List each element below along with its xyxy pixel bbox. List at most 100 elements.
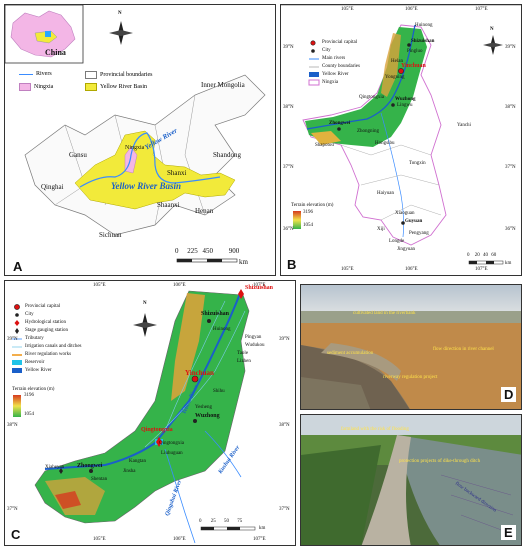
c-legend-hydro: Hydrological station	[25, 320, 66, 325]
b-shizuishan: Shizuishan	[411, 39, 435, 44]
panel-e-photo: farmland with the risk of flooding prote…	[300, 414, 522, 546]
panel-c-map	[12, 289, 256, 544]
c-jinsha: Jinsha	[123, 469, 136, 474]
yinchuan-marker-c	[191, 375, 199, 383]
c-lon-106-top: 106°E	[173, 283, 186, 288]
legend-provincial: Provincial boundaries	[85, 71, 153, 79]
panel-a: China N Rivers Provincial boundaries Nin…	[4, 4, 276, 276]
c-shizuishan-station: Shizuishan	[245, 285, 274, 291]
c-elevation-ramp	[13, 395, 21, 417]
b-elevation-high: 3196	[303, 210, 313, 215]
c-lon-107-top: 107°E	[253, 283, 266, 288]
b-haiyuan: Haiyuan	[377, 191, 394, 196]
irrigation-canal-1	[164, 300, 226, 432]
scale-ticks-a: 0 225 450 900	[175, 247, 240, 255]
legend-city-symbol	[311, 49, 315, 53]
b-zhongwei: Zhongwei	[329, 121, 351, 126]
c-shentan: Shentan	[91, 477, 108, 482]
c-lat-39-right: 39°N	[279, 337, 290, 342]
b-lat-39: 39°N	[283, 45, 294, 50]
label-gansu: Gansu	[69, 151, 87, 159]
d-note-riverway: riverway regulation project	[383, 375, 438, 380]
b-legend-county: County boundaries	[322, 64, 360, 69]
b-lon-105-bottom: 105°E	[341, 267, 354, 272]
compass-c	[133, 313, 157, 337]
d-note-flow: flow direction in river channel	[433, 347, 494, 352]
shizuishan-hydro-marker	[238, 289, 244, 299]
b-lingwu: Lingwu	[397, 103, 413, 108]
b-lon-106-top: 106°E	[405, 7, 418, 12]
panel-a-map	[5, 5, 266, 263]
label-yellow-river-basin: Yellow River Basin	[111, 181, 182, 191]
c-elevation-title: Terrain elevation (m)	[12, 387, 55, 392]
yellow-river-line-a	[79, 132, 221, 188]
qingshui-river-b	[380, 112, 405, 238]
c-lon-106-bottom: 106°E	[173, 537, 186, 542]
c-kangtan: Kangtan	[129, 459, 146, 464]
c-pingyan: Pingyan	[245, 335, 262, 340]
scale-unit-c: km	[259, 526, 266, 531]
b-lat-37-right: 37°N	[505, 165, 516, 170]
panel-letter-e: E	[501, 525, 516, 540]
c-liuhuguan: Liuhuguan	[161, 451, 183, 456]
b-legend-capital: Provincial capital	[322, 40, 358, 45]
scale-bar-a	[176, 258, 238, 263]
elevation-ramp-b	[293, 211, 301, 229]
yellow-river-b	[306, 24, 416, 130]
legend-ningxia-swatch	[19, 83, 31, 91]
qingshui-river-c	[164, 448, 196, 544]
zhongwei-marker-c	[89, 469, 93, 473]
north-label-b: N	[490, 27, 494, 32]
zhongwei-marker-b	[337, 127, 341, 131]
terrain-highland-b	[311, 131, 341, 145]
panel-letter-d: D	[501, 387, 517, 402]
compass-b	[483, 35, 503, 55]
b-elevation-low: 1054	[303, 223, 313, 228]
c-shihu: Shihu	[213, 389, 225, 394]
legend-basin-swatch	[85, 83, 97, 91]
xiaheyan-stage-marker	[59, 468, 63, 474]
b-lat-36: 36°N	[283, 227, 294, 232]
b-xiji: Xiji	[377, 227, 385, 232]
yinchuan-marker-b	[398, 68, 404, 74]
c-legend-yellowriver-symbol	[12, 368, 22, 373]
legend-rivers-swatch	[19, 73, 33, 75]
b-huinong: Huinong	[415, 23, 433, 28]
photo-d-scene	[301, 285, 521, 409]
b-lon-106-bottom: 106°E	[405, 267, 418, 272]
b-lat-38-right: 38°N	[505, 105, 516, 110]
panel-c: 105°E 106°E 107°E 105°E 106°E 107°E 39°N…	[4, 280, 296, 546]
b-yinchuan: Yinchuan	[401, 63, 426, 69]
north-label-c: N	[143, 301, 147, 306]
compass-a	[109, 21, 133, 45]
north-label-a: N	[118, 11, 122, 16]
c-qingtongxia: Qingtongxia	[159, 441, 184, 446]
wuzhong-marker-c	[193, 419, 197, 423]
c-lat-38: 38°N	[7, 423, 18, 428]
b-legend-mainrivers: Main rivers	[322, 56, 346, 61]
b-helan: Helan	[391, 59, 403, 64]
c-lon-107-bottom: 107°E	[253, 537, 266, 542]
c-qingtongxia-station: Qingtongxia	[141, 427, 173, 433]
legend-provincial-swatch	[85, 71, 97, 79]
c-legend-stage-symbol	[15, 328, 19, 334]
guyuan-marker-b	[401, 221, 405, 225]
d-note-sediment: sediment accumulation	[327, 351, 374, 356]
b-yongning: Yongning	[385, 75, 405, 80]
china-inset-ningxia	[45, 31, 51, 37]
peak-c	[55, 491, 81, 509]
c-lon-105-bottom: 105°E	[93, 537, 106, 542]
c-taole: Taole	[237, 351, 249, 356]
c-legend-city: City	[25, 312, 34, 317]
panel-letter-c: C	[11, 527, 21, 542]
c-legend-capital-symbol	[14, 304, 20, 310]
scale-bar-c	[200, 526, 256, 531]
c-legend-regulation: River regulation works	[25, 352, 72, 357]
b-longde: Longde	[389, 239, 405, 244]
photo-e-scene	[301, 415, 521, 545]
b-legend-city: City	[322, 48, 331, 53]
b-lat-36-right: 36°N	[505, 227, 516, 232]
panel-d-photo: cultivated land in the riverbank sedimen…	[300, 284, 522, 410]
e-note-farmland: farmland with the risk of flooding	[341, 427, 409, 432]
b-pingluo: Pingluo	[407, 49, 423, 54]
